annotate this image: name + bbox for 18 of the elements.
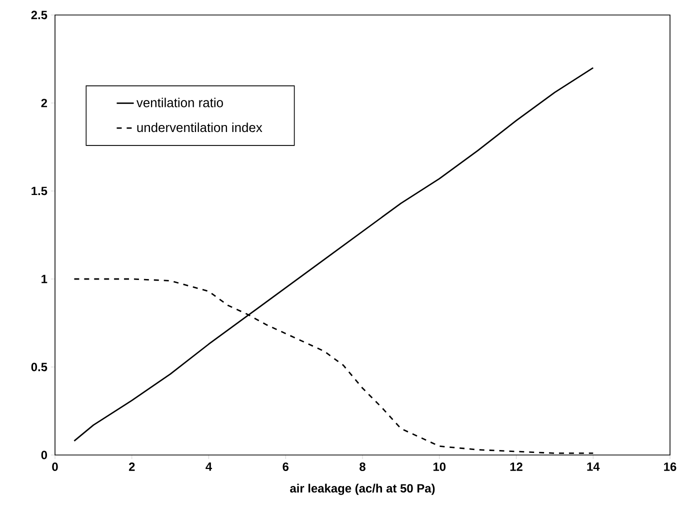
legend-label: underventilation index (137, 122, 262, 132)
y-tick-label: 2 (41, 98, 48, 108)
x-axis-title: air leakage (ac/h at 50 Pa) (290, 484, 435, 495)
y-tick-label: 0 (41, 450, 48, 460)
x-tick-label: 0 (52, 462, 58, 471)
x-tick-label: 14 (587, 462, 600, 471)
y-tick-label: 1.5 (32, 186, 48, 196)
y-tick-label: 1 (42, 274, 48, 284)
x-tick-label: 2 (128, 462, 135, 471)
legend-label: ventilation ratio (136, 98, 223, 108)
y-tick-label: 0.5 (31, 362, 48, 372)
x-tick-label: 8 (360, 462, 366, 471)
x-tick-label: 10 (433, 462, 446, 471)
x-tick-label: 4 (206, 462, 212, 471)
y-tick-label: 2.5 (31, 10, 48, 20)
x-tick-label: 6 (282, 462, 289, 471)
x-tick-label: 16 (664, 462, 676, 471)
x-tick-label: 12 (510, 462, 522, 471)
